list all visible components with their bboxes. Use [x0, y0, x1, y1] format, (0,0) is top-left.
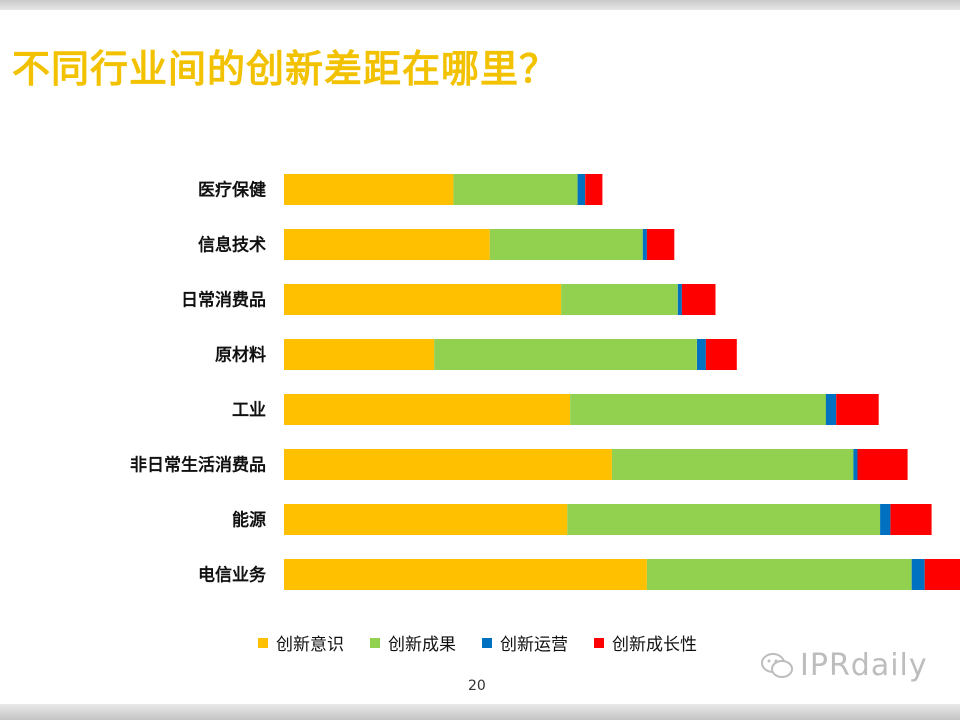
- bar-segment: [585, 174, 603, 205]
- chart-legend: 创新意识 创新成果 创新运营 创新成长性: [258, 630, 697, 655]
- legend-swatch: [370, 637, 380, 648]
- bar-segment: [284, 339, 435, 370]
- legend-label: 创新成长性: [612, 635, 697, 655]
- legend-item: 创新意识: [258, 630, 344, 655]
- watermark-text: IPRdaily: [800, 648, 928, 683]
- slide-frame-top: [0, 0, 960, 10]
- legend-item: 创新运营: [482, 630, 568, 655]
- bar-segment: [453, 174, 578, 205]
- bar-segment: [890, 504, 932, 535]
- bar-segment: [434, 339, 697, 370]
- legend-item: 创新成长性: [594, 630, 697, 655]
- bar-segment: [284, 504, 568, 535]
- legend-item: 创新成果: [370, 630, 456, 655]
- bar-segment: [284, 449, 612, 480]
- bar-segment: [642, 229, 647, 260]
- category-label: 原材料: [215, 345, 266, 366]
- legend-swatch: [482, 637, 492, 648]
- legend-label: 创新运营: [500, 635, 568, 655]
- bar-segment: [857, 449, 908, 480]
- bar-segment: [836, 394, 879, 425]
- category-label: 日常消费品: [181, 290, 266, 311]
- category-label: 非日常生活消费品: [130, 455, 266, 476]
- bar-segment: [489, 229, 643, 260]
- bar-segment: [646, 559, 912, 590]
- bar-segment: [646, 229, 675, 260]
- bar-segment: [577, 174, 586, 205]
- bar-segment: [611, 449, 854, 480]
- slide-frame-bottom: [0, 704, 960, 720]
- bar-segment: [284, 284, 562, 315]
- bar-segment: [567, 504, 881, 535]
- bar-segment: [284, 394, 571, 425]
- bar-segment: [570, 394, 826, 425]
- bar-segment: [911, 559, 925, 590]
- bar-segment: [705, 339, 737, 370]
- bar-segment: [561, 284, 678, 315]
- slide-title: 不同行业间的创新差距在哪里？: [12, 47, 559, 91]
- bar-segment: [677, 284, 682, 315]
- legend-label: 创新意识: [276, 635, 344, 655]
- category-label: 工业: [232, 401, 266, 421]
- category-label: 能源: [232, 510, 266, 531]
- bar-segment: [853, 449, 858, 480]
- category-label: 信息技术: [198, 235, 266, 256]
- bar-segment: [880, 504, 891, 535]
- bar-segment: [825, 394, 837, 425]
- bar-segment: [681, 284, 716, 315]
- category-label: 电信业务: [198, 565, 267, 586]
- bar-segment: [924, 559, 960, 590]
- legend-label: 创新成果: [388, 635, 456, 655]
- page-number: 20: [468, 678, 486, 694]
- legend-swatch: [258, 637, 268, 648]
- bar-segment: [697, 339, 706, 370]
- bar-segment: [284, 559, 647, 590]
- bar-segment: [284, 174, 454, 205]
- watermark: IPRdaily: [760, 648, 928, 683]
- category-label: 医疗保健: [198, 180, 266, 201]
- legend-swatch: [594, 637, 604, 648]
- wechat-icon: [761, 652, 793, 678]
- bar-segment: [284, 229, 490, 260]
